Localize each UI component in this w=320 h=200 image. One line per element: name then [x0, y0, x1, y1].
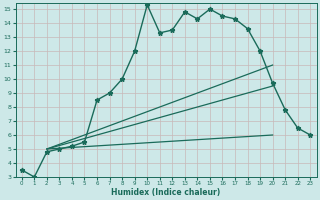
X-axis label: Humidex (Indice chaleur): Humidex (Indice chaleur) [111, 188, 221, 197]
